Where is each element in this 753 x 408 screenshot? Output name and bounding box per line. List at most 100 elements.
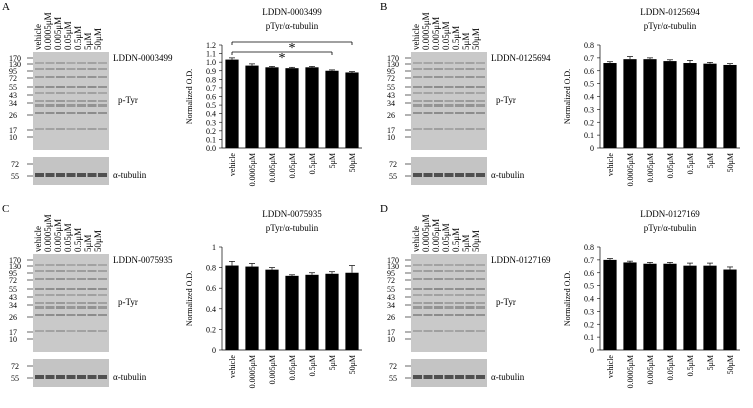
blot-band bbox=[434, 86, 443, 88]
error-bar bbox=[249, 263, 255, 267]
blot-label: p-Tyr bbox=[118, 95, 138, 105]
blot-band bbox=[434, 112, 443, 114]
marker-label: 55 bbox=[389, 172, 397, 181]
blot-band bbox=[455, 104, 464, 107]
loading-band bbox=[87, 173, 97, 177]
blot-band bbox=[444, 302, 454, 304]
bar bbox=[265, 67, 279, 148]
blot-band bbox=[455, 100, 464, 102]
lane-label: 0.0005μM bbox=[421, 214, 431, 252]
y-tick-label: 0.0 bbox=[206, 144, 216, 153]
bar bbox=[663, 263, 677, 350]
blot-label: p-Tyr bbox=[496, 95, 516, 105]
blot-band bbox=[66, 104, 76, 107]
lane-label: 0.005μM bbox=[53, 17, 63, 50]
blot-band bbox=[66, 278, 76, 280]
marker-label: 26 bbox=[387, 111, 395, 120]
marker-label: 130 bbox=[9, 60, 21, 69]
compound-label: LDDN-0127169 bbox=[491, 255, 551, 265]
marker-label: 26 bbox=[9, 111, 17, 120]
loading-blot-image bbox=[33, 157, 109, 185]
x-tick-label: 0.005μM bbox=[646, 355, 655, 384]
x-tick-label: 5μM bbox=[328, 153, 337, 168]
blot-band bbox=[455, 128, 464, 130]
compound-label: LDDN-0003499 bbox=[113, 53, 173, 63]
blot-band bbox=[465, 104, 475, 107]
blot-band bbox=[444, 92, 454, 94]
blot-band bbox=[87, 302, 97, 304]
blot-band bbox=[45, 62, 55, 64]
bar bbox=[643, 59, 657, 148]
blot-band bbox=[423, 288, 433, 290]
blot-band bbox=[56, 128, 65, 130]
lane-label: 0.5μM bbox=[73, 228, 83, 252]
blot-band bbox=[476, 330, 485, 332]
blot-band bbox=[413, 92, 422, 94]
error-bar bbox=[309, 272, 315, 275]
lane-label: vehicle bbox=[33, 24, 43, 50]
blot-band bbox=[423, 294, 433, 296]
blot-band bbox=[465, 270, 475, 272]
blot-band bbox=[423, 92, 433, 94]
x-tick-label: 0.005μM bbox=[268, 355, 277, 384]
blot-band bbox=[35, 294, 44, 296]
blot-band bbox=[413, 68, 422, 70]
marker-label: 26 bbox=[387, 313, 395, 322]
x-tick-label: 0.0005μM bbox=[626, 355, 635, 388]
blot-band bbox=[444, 112, 454, 114]
blot-band bbox=[35, 270, 44, 272]
x-tick-label: 50μM bbox=[348, 355, 357, 374]
blot-band bbox=[35, 264, 44, 266]
blot-band bbox=[77, 86, 86, 88]
blot-band bbox=[45, 330, 55, 332]
lane-label: 5μM bbox=[461, 235, 471, 252]
y-tick-label: 0.3 bbox=[584, 105, 594, 114]
loading-band bbox=[423, 173, 433, 177]
y-tick-label: 0.7 bbox=[584, 54, 594, 63]
marker-label: 55 bbox=[387, 83, 395, 92]
lane-label: 0.05μM bbox=[63, 21, 73, 50]
blot-band bbox=[455, 314, 464, 316]
blot-band bbox=[35, 302, 44, 304]
blot-band bbox=[45, 294, 55, 296]
significance-marker: * bbox=[279, 51, 286, 66]
blot-band bbox=[465, 294, 475, 296]
loading-band bbox=[444, 375, 454, 379]
lane-label: 50μM bbox=[471, 28, 481, 50]
error-bar bbox=[647, 262, 653, 264]
blot-band bbox=[413, 314, 422, 316]
lane-label: 5μM bbox=[83, 33, 93, 50]
marker-label: 72 bbox=[9, 74, 17, 83]
blot-band bbox=[98, 100, 107, 102]
lane-label: 5μM bbox=[461, 33, 471, 50]
blot-band bbox=[98, 302, 107, 304]
marker-label: 170 bbox=[9, 54, 21, 63]
blot-band bbox=[476, 112, 485, 114]
lane-label: 0.5μM bbox=[451, 228, 461, 252]
blot-band bbox=[444, 314, 454, 316]
blot-band bbox=[465, 100, 475, 102]
lane-label: 50μM bbox=[93, 230, 103, 252]
blot-band bbox=[413, 270, 422, 272]
loading-band bbox=[413, 375, 422, 379]
blot-band bbox=[455, 294, 464, 296]
blot-band bbox=[98, 306, 107, 309]
blot-band bbox=[77, 112, 86, 114]
loading-band bbox=[455, 173, 464, 177]
y-tick-label: 0.4 bbox=[206, 305, 216, 314]
error-bar bbox=[289, 66, 295, 69]
blot-band bbox=[66, 264, 76, 266]
blot-band bbox=[465, 92, 475, 94]
marker-label: 10 bbox=[387, 133, 395, 142]
blot-band bbox=[77, 128, 86, 130]
panel-letter: A bbox=[2, 1, 10, 13]
blot-band bbox=[98, 112, 107, 114]
blot-band bbox=[66, 76, 76, 78]
lane-label: vehicle bbox=[411, 24, 421, 50]
blot-band bbox=[77, 100, 86, 102]
marker-label: 130 bbox=[9, 262, 21, 271]
bar bbox=[723, 269, 737, 350]
bar bbox=[285, 275, 299, 350]
blot-band bbox=[77, 62, 86, 64]
blot-band bbox=[87, 100, 97, 102]
